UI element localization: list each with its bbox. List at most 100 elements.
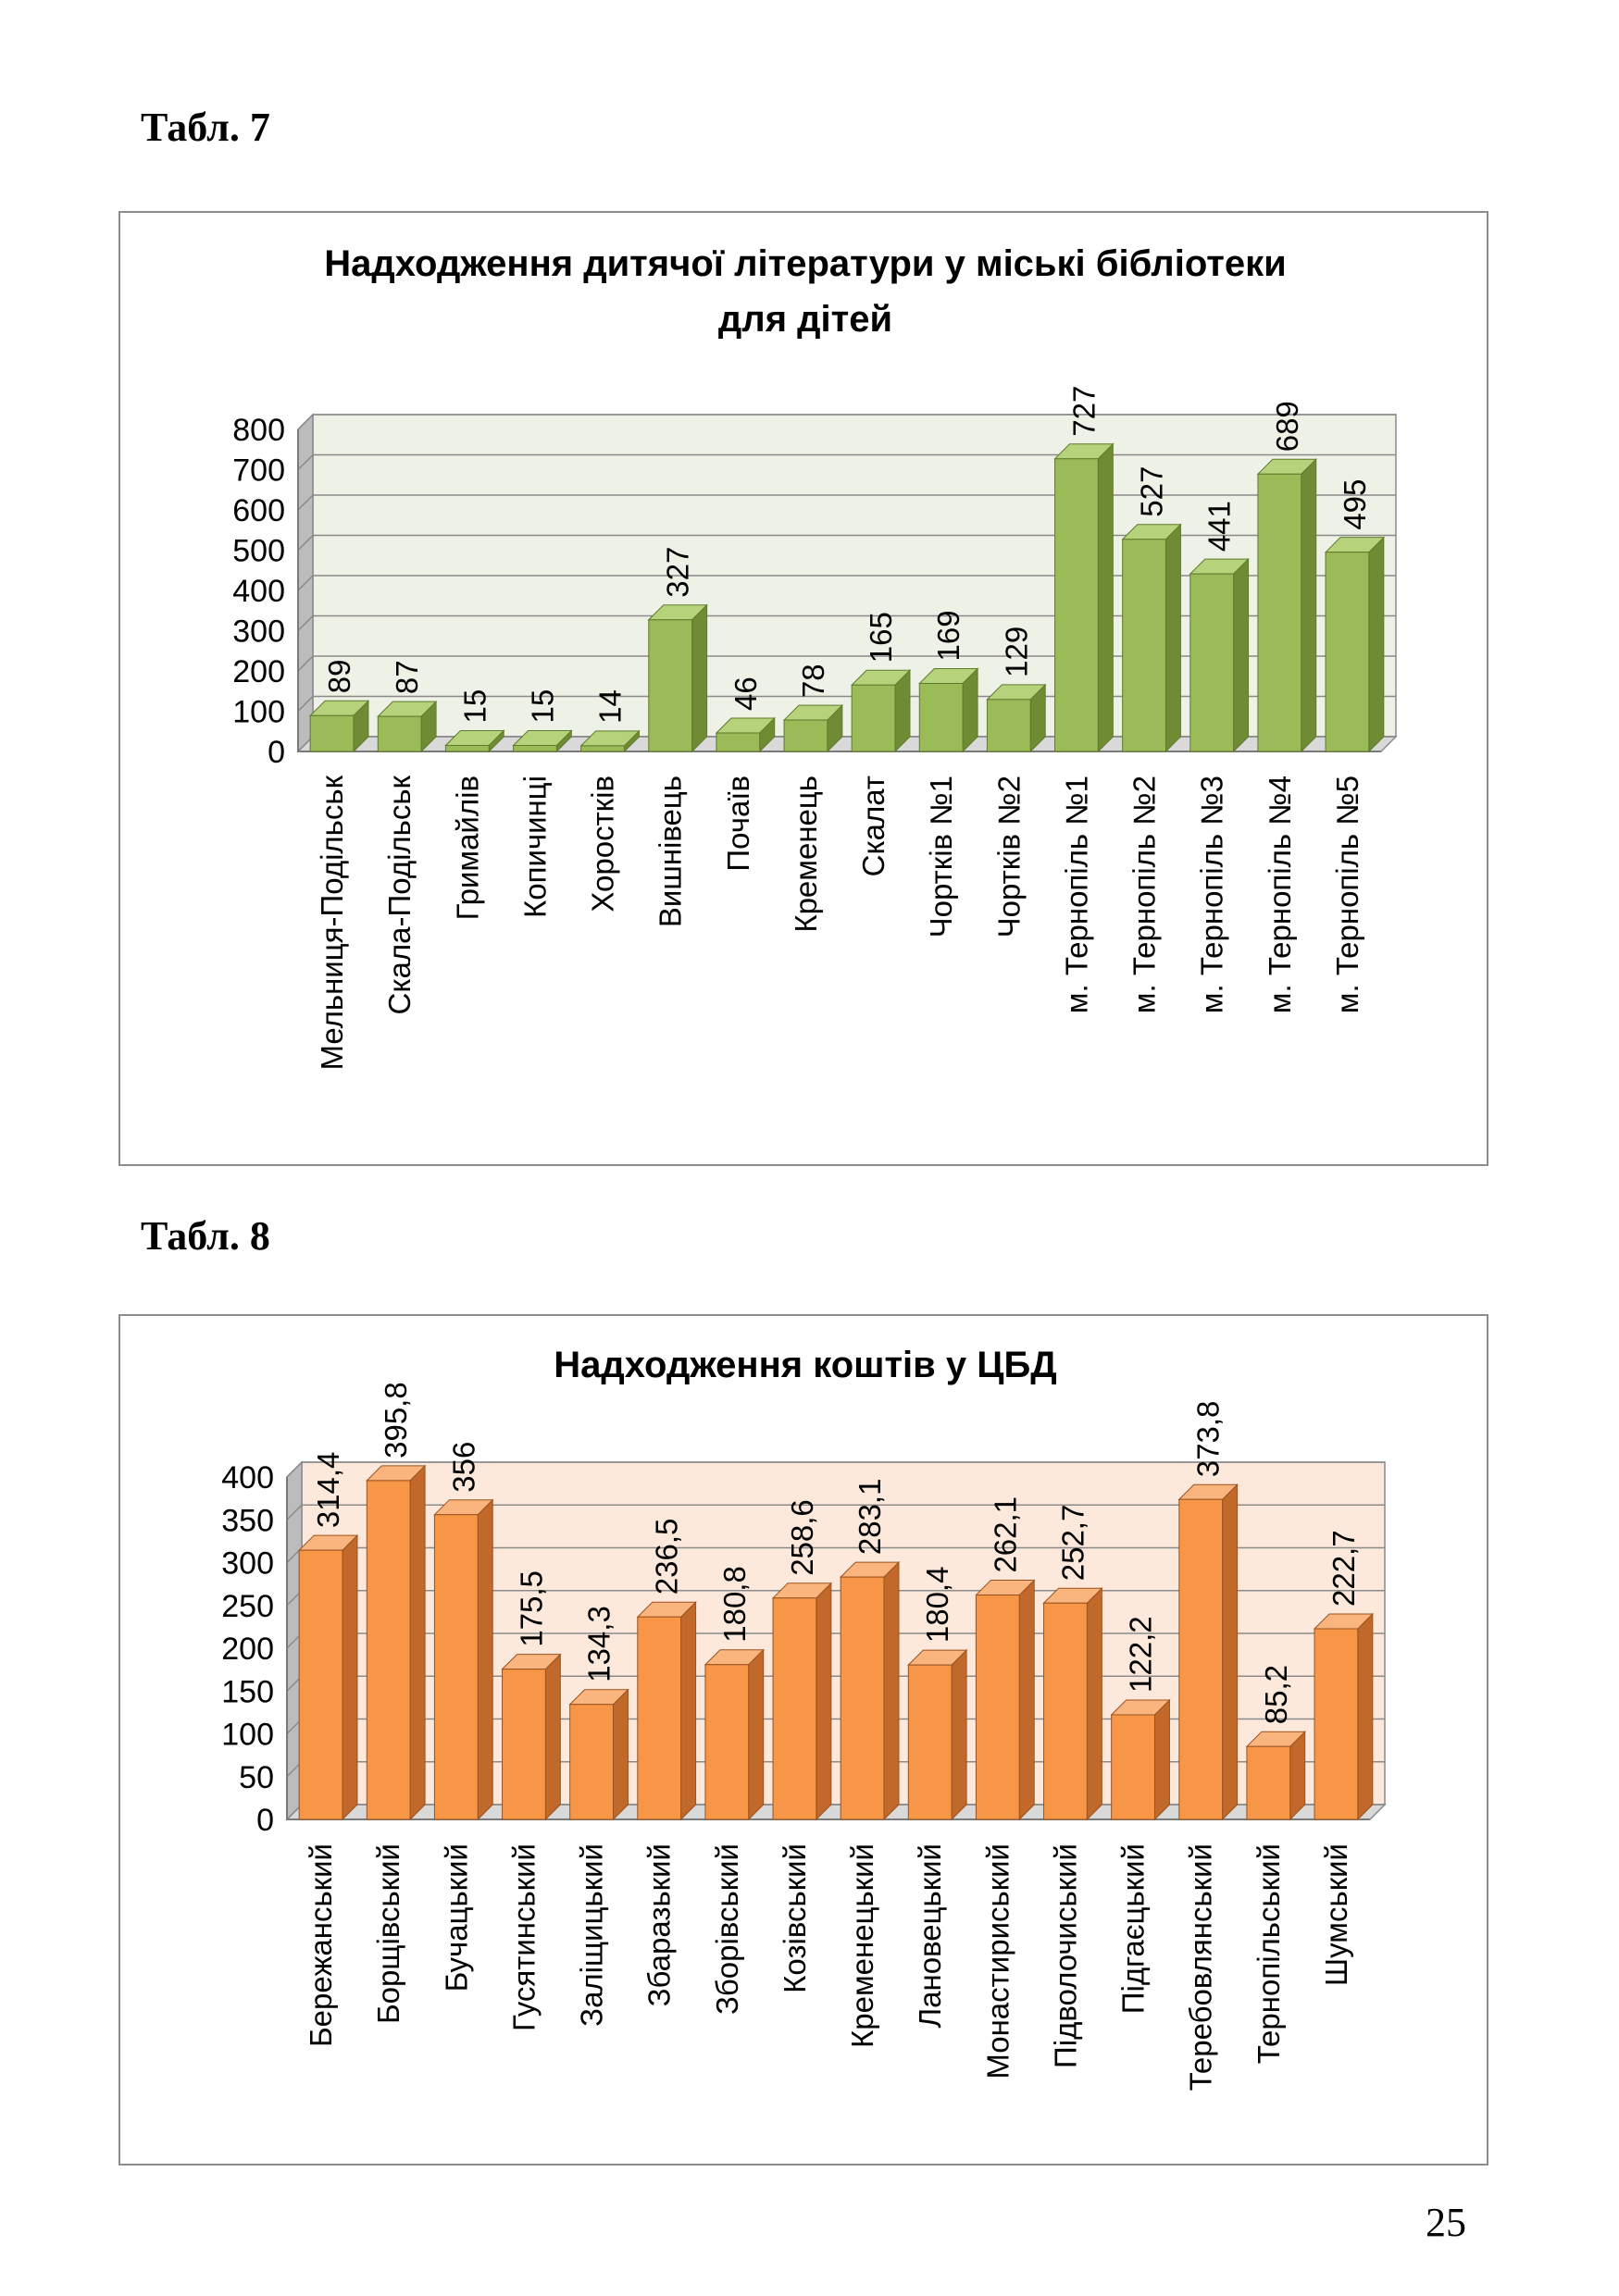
y-tick-label: 350 [221,1503,274,1538]
category-label: Хоростків [586,776,620,912]
category-label: м. Тернопіль №1 [1059,776,1093,1013]
bar-side [1097,442,1114,753]
bar-value-label: 165 [864,612,898,663]
y-tick-label: 300 [221,1546,274,1582]
category-label: Кременець [789,776,823,933]
bar-value-label: 395,8 [379,1382,413,1458]
bar [975,1595,1020,1820]
chart-title-line: для дітей [718,299,892,340]
bar-value-label: 527 [1135,466,1169,517]
y-tick-label: 250 [221,1589,274,1624]
bar [1043,1602,1088,1820]
category-label: Бучацький [439,1843,473,1992]
bar-value-label: 314,4 [311,1452,345,1529]
bar-value-label: 15 [457,689,492,724]
category-label: Монастириський [980,1843,1015,2079]
bar-side [1164,523,1181,753]
bar [1257,473,1302,752]
bar [783,719,828,752]
bar [907,1664,953,1820]
category-label: Теребовлянський [1184,1843,1218,2091]
chart-title-line: Надходження коштів у ЦБД [554,1345,1056,1385]
table-caption-8: Табл. 8 [141,1213,270,1259]
bar-value-label: 262,1 [988,1496,1022,1573]
bar [918,682,964,752]
bar-value-label: 175,5 [514,1570,548,1647]
y-tick-label: 400 [221,1460,274,1496]
category-label: Підгаєцький [1116,1843,1151,2014]
category-label: Кременецький [845,1843,879,2048]
bar [1314,1628,1359,1820]
bar [772,1597,817,1820]
category-label: м. Тернопіль №4 [1263,776,1297,1013]
bar-value-label: 129 [999,627,1033,677]
category-label: Мельниця-Подільськ [315,775,349,1070]
y-gridline [286,1504,1385,1520]
y-gridline [297,534,1396,552]
y-tick-label: 0 [268,735,285,770]
bar-side [1357,1612,1374,1821]
category-label: Гусятинський [506,1843,541,2031]
bar-side [477,1498,493,1821]
page-number: 25 [1426,2200,1466,2245]
y-gridline [297,655,1396,672]
bar-side [612,1688,629,1821]
bar-side [1086,1587,1102,1821]
bar-value-label: 356 [446,1442,480,1493]
bar [309,714,355,752]
category-label: Бережанський [304,1843,338,2047]
bar [377,715,422,752]
y-tick-label: 200 [221,1632,274,1667]
category-label: Вишнівець [654,776,688,927]
bar [1054,458,1099,752]
bar [569,1704,614,1820]
bar-value-label: 169 [931,610,965,661]
bar [366,1480,411,1820]
category-label: Копичинці [517,776,552,918]
bar [704,1664,750,1820]
y-tick-label: 50 [239,1760,274,1795]
category-label: Гримайлів [450,776,484,920]
bar-value-label: 180,8 [717,1566,752,1643]
y-gridline [297,414,1396,430]
bar [840,1576,885,1820]
bar [444,744,490,752]
bar-value-label: 495 [1338,479,1372,530]
category-label: Підволочиський [1048,1843,1082,2068]
bar-side [1222,1483,1239,1821]
y-gridline [297,494,1396,511]
category-label: Козівський [778,1843,812,1993]
bar-side [544,1653,561,1821]
category-label: Чортків №1 [924,776,958,937]
bar-value-label: 252,7 [1055,1505,1090,1582]
chart-frame-cbd-funds: Надходження коштів у ЦБД 0 50 100 150 200 250 3… [118,1314,1488,2166]
category-label: м. Тернопіль №3 [1195,776,1229,1013]
bar-value-label: 258,6 [785,1499,819,1576]
category-label: м. Тернопіль №2 [1127,776,1162,1013]
category-label: Лановецький [913,1843,947,2029]
bar [716,732,761,752]
bar [986,699,1031,752]
bar-side [691,603,708,753]
bar-value-label: 283,1 [853,1479,887,1556]
y-tick-label: 300 [232,614,285,650]
chart-title-line: Надходження дитячої літератури у міські … [324,243,1286,284]
bar [1246,1745,1291,1820]
y-tick-label: 100 [221,1718,274,1753]
bar [513,744,557,752]
y-tick-label: 600 [232,493,285,528]
bar [298,1549,343,1820]
y-tick-label: 150 [221,1674,274,1709]
category-label: Збаразький [642,1843,677,2006]
bar [1325,552,1370,752]
chart-cbd-funds: Надходження коштів у ЦБД 0 50 100 150 200 250 3… [221,1345,1387,2091]
bar [433,1514,479,1820]
y-gridline [286,1461,1385,1478]
bar [1189,573,1235,752]
bar-side [951,1648,967,1821]
bar-value-label: 15 [525,689,559,724]
category-label: Зборівський [710,1843,744,2015]
y-tick-label: 200 [232,654,285,689]
category-label: Тернопільський [1252,1843,1286,2064]
bar-value-label: 327 [661,547,695,598]
